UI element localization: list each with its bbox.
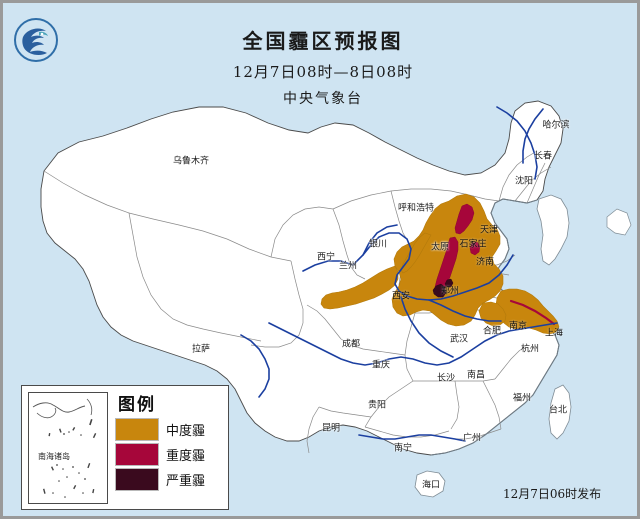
legend-item: 严重霾 <box>115 468 226 491</box>
legend-swatch <box>115 418 159 441</box>
china-map <box>40 100 632 498</box>
legend-rows: 中度霾 重度霾 严重霾 <box>114 418 226 491</box>
legend-swatch <box>115 468 159 491</box>
river-yangtze <box>268 322 558 366</box>
haze-region-severe-spot2 <box>444 278 454 288</box>
haze-region-moderate-shanxi-strip <box>400 232 432 274</box>
issue-timestamp: 12月7日06时发布 <box>503 487 602 501</box>
river-jinsha <box>240 334 270 398</box>
inset-label: 南海诸岛 <box>38 452 70 461</box>
legend-label: 中度霾 <box>166 424 206 439</box>
cma-dragon-logo <box>13 17 59 63</box>
haze-region-severe-henan <box>432 283 447 298</box>
river-huai <box>428 299 502 322</box>
land-hainan <box>414 470 446 498</box>
legend-label: 严重霾 <box>166 474 206 489</box>
legend-swatch <box>115 443 159 466</box>
land-taiwan <box>548 384 572 440</box>
inset-map <box>32 398 97 498</box>
haze-region-heavy-delta-line <box>509 299 556 326</box>
legend-body: 图例 中度霾重度霾严重霾 <box>114 390 226 493</box>
legend-panel: 南海诸岛 图例 中度霾重度霾严重霾 <box>21 385 229 510</box>
river-han <box>400 296 454 358</box>
land-korea <box>536 194 570 266</box>
legend-item: 重度霾 <box>115 443 226 466</box>
legend-item: 中度霾 <box>115 418 226 441</box>
river-pearl <box>358 434 466 442</box>
legend-title: 图例 <box>118 395 156 415</box>
land-japan-fragment <box>606 208 632 236</box>
south-china-sea-inset: 南海诸岛 <box>28 392 108 504</box>
haze-region-heavy-jinan <box>469 241 481 256</box>
rivers <box>240 106 558 442</box>
river-ningxia-loop <box>362 224 398 256</box>
river-yellow <box>302 232 514 301</box>
river-songhua-branch <box>522 108 544 164</box>
legend-label: 重度霾 <box>166 449 206 464</box>
haze-region-moderate-guanzhong <box>320 265 399 310</box>
haze-region-heavy-jingjin <box>454 203 475 235</box>
river-songhua <box>496 106 538 180</box>
